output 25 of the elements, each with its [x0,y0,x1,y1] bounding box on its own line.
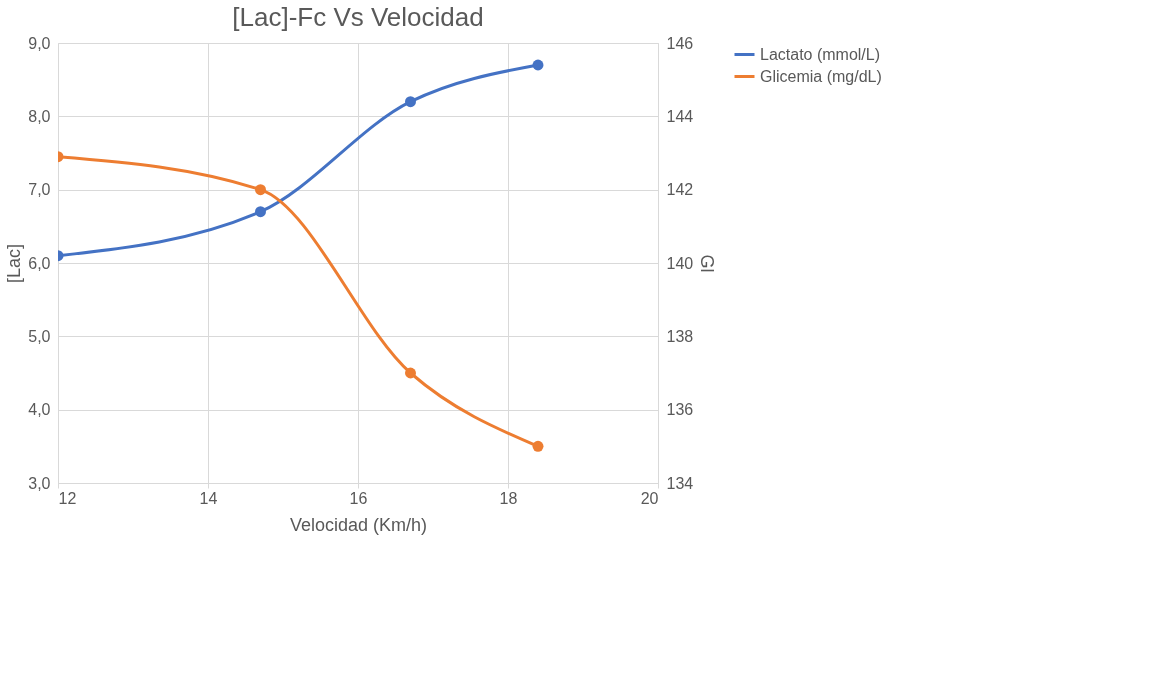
y2-tick-label: 140 [666,254,694,272]
y2-axis-title: Gl [697,254,718,273]
y-tick-label: 4,0 [28,401,51,419]
y-axis-title: [Lac] [4,243,25,284]
legend-label: Glicemia (mg/dL) [760,67,882,85]
chart-title: [Lac]-Fc Vs Velocidad [232,2,484,32]
x-tick-label: 14 [199,489,218,507]
y2-tick-label: 134 [666,474,694,492]
y2-tick-label: 136 [666,401,694,419]
y2-tick-label: 146 [666,34,694,52]
y-tick-label: 6,0 [28,254,51,272]
legend-label: Lactato (mmol/L) [760,45,881,63]
x-tick-label: 16 [349,489,368,507]
x-tick-label: 18 [499,489,518,507]
x-tick-label: 20 [640,489,659,507]
y-tick-label: 9,0 [28,34,51,52]
y2-tick-label: 142 [666,181,694,199]
y2-tick-label: 144 [666,107,694,125]
y-tick-label: 7,0 [28,181,51,199]
y-tick-label: 5,0 [28,327,51,345]
y-tick-label: 3,0 [28,474,51,492]
y2-tick-label: 138 [666,327,694,345]
x-axis-title: Velocidad (Km/h) [289,514,428,535]
y-tick-label: 8,0 [28,107,51,125]
x-tick-label: 12 [58,489,77,507]
